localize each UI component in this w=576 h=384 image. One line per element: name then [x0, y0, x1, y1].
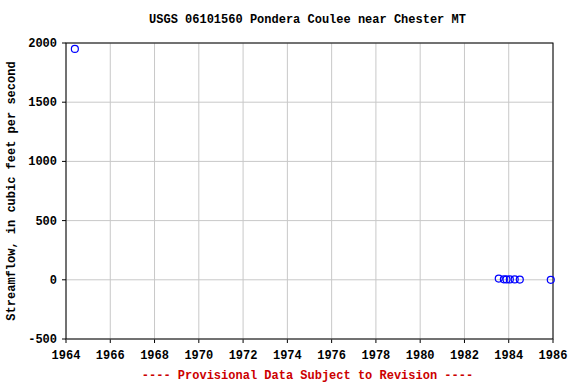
tick-label: 1968 — [140, 349, 169, 363]
tick — [154, 339, 155, 343]
tick — [420, 339, 421, 343]
tick — [375, 339, 376, 343]
tick-label: -500 — [28, 333, 57, 347]
tick-label: 1974 — [273, 349, 302, 363]
tick-label: 1980 — [406, 349, 435, 363]
tick-label: 1976 — [317, 349, 346, 363]
grid-line — [375, 43, 376, 339]
grid-line — [198, 43, 199, 339]
plot-background — [66, 43, 553, 339]
tick — [110, 339, 111, 343]
plot-frame — [66, 43, 553, 339]
grid-line — [66, 161, 553, 162]
tick — [62, 102, 66, 103]
data-point — [547, 276, 554, 283]
tick-label: 1500 — [28, 96, 57, 110]
tick-label: 1970 — [184, 349, 213, 363]
tick — [62, 220, 66, 221]
tick — [66, 339, 67, 343]
tick-label: 1982 — [450, 349, 479, 363]
tick-label: 1978 — [362, 349, 391, 363]
tick-label: 0 — [50, 274, 57, 288]
tick — [553, 339, 554, 343]
grid-line — [66, 220, 553, 221]
grid-line — [66, 102, 553, 103]
tick — [62, 161, 66, 162]
grid-line — [154, 43, 155, 339]
annotation: ---- Provisional Data Subject to Revisio… — [142, 369, 473, 383]
tick — [331, 339, 332, 343]
grid-line — [331, 43, 332, 339]
tick-label: 1986 — [539, 349, 568, 363]
tick — [62, 43, 66, 44]
chart: 1964 1966 1968 1970 1972 1974 1976 1978 1980 1982… — [0, 0, 576, 384]
tick — [62, 339, 66, 340]
y-axis-label: Streamflow, in cubic feet per second — [5, 61, 19, 320]
grid-line — [243, 43, 244, 339]
grid-line — [508, 43, 509, 339]
tick — [508, 339, 509, 343]
grid-line — [464, 43, 465, 339]
tick-label: 2000 — [28, 37, 57, 51]
grid-line — [66, 279, 553, 280]
tick-label: 1000 — [28, 155, 57, 169]
data-point — [516, 276, 523, 283]
tick-label: 500 — [35, 215, 57, 229]
title: USGS 06101560 Pondera Coulee near Cheste… — [149, 13, 466, 27]
tick-label: 1964 — [52, 349, 81, 363]
grid-line — [420, 43, 421, 339]
grid-line — [110, 43, 111, 339]
tick — [287, 339, 288, 343]
tick — [198, 339, 199, 343]
tick — [62, 279, 66, 280]
tick-label: 1966 — [96, 349, 125, 363]
tick — [464, 339, 465, 343]
tick-label: 1984 — [494, 349, 523, 363]
grid-line — [287, 43, 288, 339]
data-point — [71, 45, 78, 52]
tick-label: 1972 — [229, 349, 258, 363]
tick — [243, 339, 244, 343]
